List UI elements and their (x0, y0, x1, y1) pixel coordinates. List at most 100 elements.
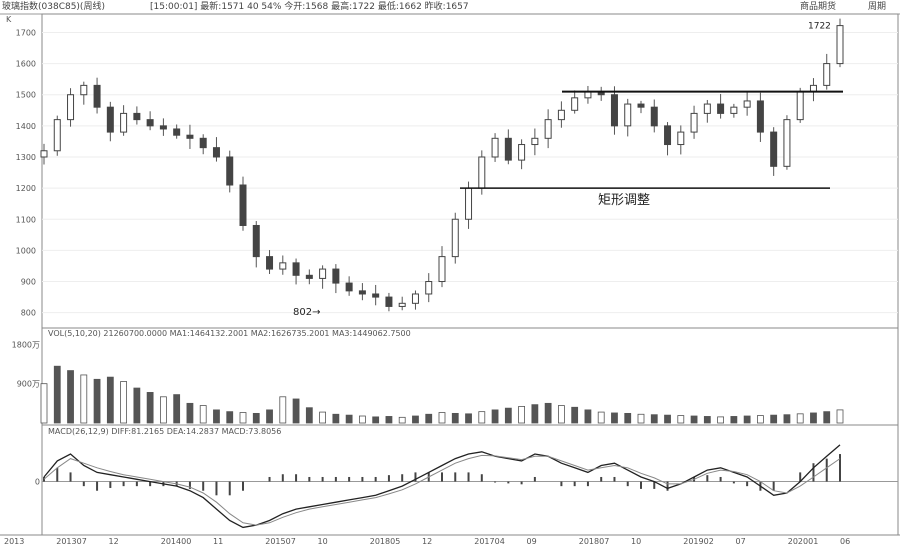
candle-body (677, 131, 685, 146)
date-tick-label: 202001 (788, 537, 819, 546)
candle-body (305, 274, 313, 279)
candle-body (478, 156, 486, 189)
volume-y-tick: 1800万 (12, 340, 40, 349)
volume-bar (133, 387, 141, 424)
volume-bar (703, 416, 711, 424)
candle-body (106, 106, 114, 133)
volume-bar (159, 396, 167, 424)
high-point-label: 1722 (808, 22, 831, 32)
date-tick-label: 11 (213, 537, 223, 546)
candle-body (557, 109, 565, 121)
candle-body (279, 262, 287, 270)
volume-bar (717, 416, 724, 424)
volume-bar (67, 370, 74, 424)
volume-bar (372, 416, 380, 424)
candle-body (345, 282, 353, 292)
volume-bar (239, 412, 247, 424)
kline-y-tick: 1100 (16, 215, 36, 224)
period-tab[interactable]: 周期 (868, 2, 887, 12)
macd-diff-line (43, 444, 841, 529)
source-label[interactable]: 商品期货 (800, 2, 837, 12)
volume-bar (611, 412, 618, 424)
candle-body (690, 112, 698, 133)
candle-body (770, 131, 778, 167)
low-point-label: 802→ (293, 307, 320, 318)
volume-bar (677, 415, 685, 424)
candle-body (544, 119, 552, 139)
volume-bar (597, 411, 605, 424)
volume-bar (266, 409, 273, 424)
pattern-label: 矩形调整 (598, 193, 650, 208)
volume-bar (199, 405, 207, 424)
date-tick-label: 06 (840, 537, 850, 546)
volume-bar (398, 416, 406, 424)
candle-body (385, 296, 393, 307)
candle-body (624, 103, 632, 127)
candle-body (226, 156, 234, 186)
date-tick-label: 2013 (4, 537, 24, 546)
date-tick-label: 201307 (56, 537, 87, 546)
volume-bar (624, 412, 632, 424)
volume-bar (93, 378, 101, 424)
date-tick-label: 201704 (474, 537, 505, 546)
kline-y-tick: 1400 (16, 122, 36, 131)
volume-bar (465, 413, 472, 424)
volume-bar (173, 394, 181, 424)
candle-body (571, 97, 579, 111)
candle-body (411, 293, 419, 304)
volume-bar (637, 413, 645, 424)
volume-bar (504, 407, 512, 424)
volume-bar (385, 416, 393, 424)
volume-bar (558, 405, 565, 424)
candle-body (664, 125, 672, 146)
candle-body (730, 106, 738, 114)
candle-body (717, 103, 725, 114)
candle-body (53, 119, 61, 152)
quote-header: 玻璃指数(038C85)(周线) [15:00:01] 最新:1571 40 5… (0, 0, 900, 14)
candle-body (398, 302, 406, 307)
symbol-title: 玻璃指数(038C85)(周线) (2, 2, 105, 12)
candle-body (292, 262, 300, 276)
volume-bar (332, 413, 340, 424)
quote-line: [15:00:01] 最新:1571 40 54% 今开:1568 最高:172… (150, 2, 469, 12)
candle-body (372, 293, 380, 298)
kline-panel-border (41, 13, 899, 329)
volume-y-tick: 900万 (17, 380, 40, 389)
volume-bar (80, 374, 88, 424)
volume-bar (571, 406, 579, 424)
candle-body (703, 103, 711, 114)
candle-body (438, 256, 446, 283)
date-tick-label: 12 (422, 537, 432, 546)
volume-bar (305, 407, 313, 424)
candle-body (252, 224, 260, 258)
kline-y-tick: 800 (21, 309, 36, 318)
candle-body (40, 150, 48, 158)
volume-bar (743, 415, 751, 424)
candle-body (796, 91, 804, 121)
volume-bar (412, 415, 419, 424)
volume-bar (491, 409, 499, 424)
volume-bar (425, 413, 433, 424)
kline-axis-label: K (6, 15, 12, 24)
kline-y-tick: 1300 (16, 153, 36, 162)
candle-body (504, 137, 512, 161)
volume-bar (730, 416, 738, 424)
volume-bar (252, 412, 260, 424)
volume-bar (345, 414, 353, 424)
volume-bar (478, 411, 486, 424)
candle-body (133, 112, 141, 121)
candle-body (159, 125, 167, 130)
volume-bar (783, 414, 791, 424)
volume-bar (146, 392, 154, 424)
macd-y-tick: 0 (35, 478, 40, 487)
volume-bar (584, 409, 592, 424)
volume-title: VOL(5,10,20) 21260700.0000 MA1:1464132.2… (48, 329, 411, 338)
candle-body (518, 144, 526, 161)
candle-body (756, 100, 764, 133)
candle-body (650, 106, 658, 127)
candle-body (783, 119, 791, 167)
volume-bar (106, 376, 114, 424)
volume-bar (664, 414, 671, 424)
volume-bar (319, 411, 327, 424)
